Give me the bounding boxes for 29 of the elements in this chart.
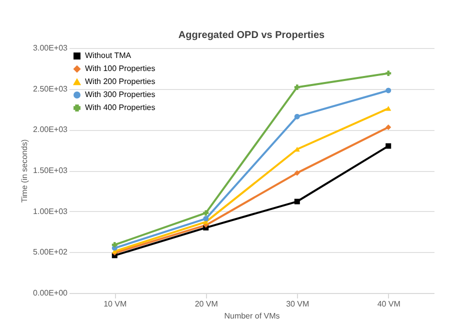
point [294, 198, 300, 204]
y-tick-label: 3.00E+03 [33, 44, 68, 52]
point [203, 216, 209, 222]
legend-label: With 200 Properties [85, 77, 156, 86]
x-tick-label: 40 VM [377, 300, 401, 308]
point [294, 84, 300, 90]
chart-title: Aggregated OPD vs Properties [178, 30, 326, 41]
point [294, 114, 300, 120]
point [386, 88, 392, 94]
x-tick-label: 10 VM [104, 300, 128, 308]
legend-label: Without TMA [85, 51, 132, 60]
y-tick-label: 2.50E+03 [33, 84, 68, 94]
point [386, 70, 392, 76]
point [386, 106, 392, 111]
point [203, 210, 209, 216]
y-tick-label: 5.00E+02 [33, 248, 68, 257]
x-axis-title: Number of VMs [224, 312, 280, 320]
y-tick-label: 2.00E+03 [33, 125, 68, 134]
point [294, 170, 300, 176]
x-tick-label: 30 VM [286, 300, 310, 308]
y-tick-label: 0.00E+00 [33, 288, 68, 298]
legend-label: With 300 Properties [85, 90, 156, 99]
legend-label: With 100 Properties [85, 64, 156, 73]
y-tick-label: 1.00E+03 [33, 206, 68, 216]
y-tick-label: 1.50E+03 [33, 166, 68, 175]
y-axis-title: Time (in seconds) [20, 139, 30, 203]
x-tick-label: 20 VM [194, 300, 218, 308]
legend-label: With 400 Properties [85, 103, 156, 112]
point [386, 124, 392, 130]
